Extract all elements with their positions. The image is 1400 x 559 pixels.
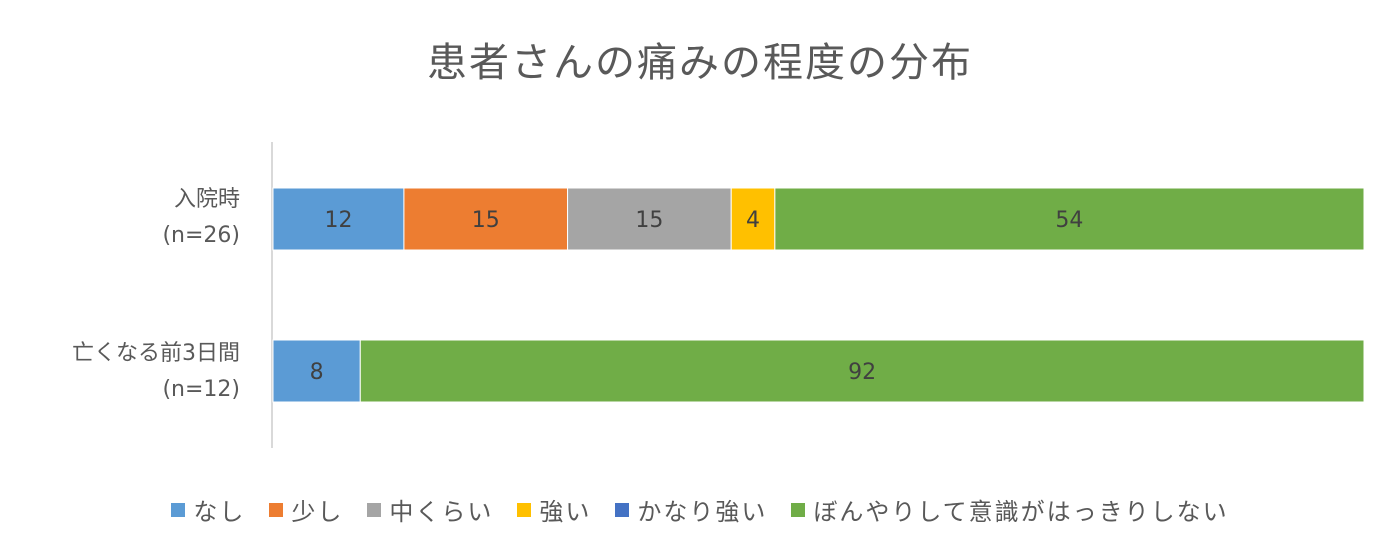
data-label: 54 <box>1055 208 1083 233</box>
bar-segment <box>403 187 569 251</box>
data-label: 12 <box>324 208 352 233</box>
legend-item: 中くらい <box>367 492 493 527</box>
chart-legend: なし 少し 中くらい 強い かなり強い ぼんやりして意識がはっきりしない <box>0 492 1400 527</box>
legend-label: 少し <box>291 498 344 526</box>
data-label: 8 <box>310 360 324 385</box>
legend-label: ぼんやりして意識がはっきりしない <box>813 498 1229 526</box>
bar-segment <box>567 187 732 251</box>
category-label-last-3-days: 亡くなる前3日間 (n=12) <box>0 336 240 408</box>
data-label: 15 <box>472 208 500 233</box>
legend-item: 少し <box>269 492 343 527</box>
legend-item: ぼんやりして意識がはっきりしない <box>791 492 1228 527</box>
legend-swatch <box>615 502 630 517</box>
category-label-admission: 入院時 (n=26) <box>0 182 240 254</box>
category-n: (n=12) <box>162 377 240 402</box>
legend-swatch <box>367 502 382 517</box>
bar-segment <box>272 187 405 251</box>
legend-item: かなり強い <box>615 492 767 527</box>
data-label: 4 <box>746 208 760 233</box>
legend-label: 強い <box>539 498 592 526</box>
legend-label: 中くらい <box>389 498 494 526</box>
legend-swatch <box>517 502 532 517</box>
category-name: 亡くなる前3日間 <box>72 341 240 366</box>
bar-segment <box>272 339 361 403</box>
data-label: 15 <box>635 208 663 233</box>
category-name: 入院時 <box>173 187 240 212</box>
chart-title: 患者さんの痛みの程度の分布 <box>427 40 973 86</box>
bar-segment <box>359 339 1365 403</box>
legend-swatch <box>171 502 186 517</box>
legend-swatch <box>269 502 284 517</box>
legend-swatch <box>791 502 806 517</box>
legend-item: なし <box>171 492 245 527</box>
bar-segment <box>774 187 1365 251</box>
data-label: 92 <box>848 360 876 385</box>
category-n: (n=26) <box>162 223 240 248</box>
legend-label: かなり強い <box>637 498 768 526</box>
legend-item: 強い <box>517 492 591 527</box>
legend-label: なし <box>193 498 246 526</box>
